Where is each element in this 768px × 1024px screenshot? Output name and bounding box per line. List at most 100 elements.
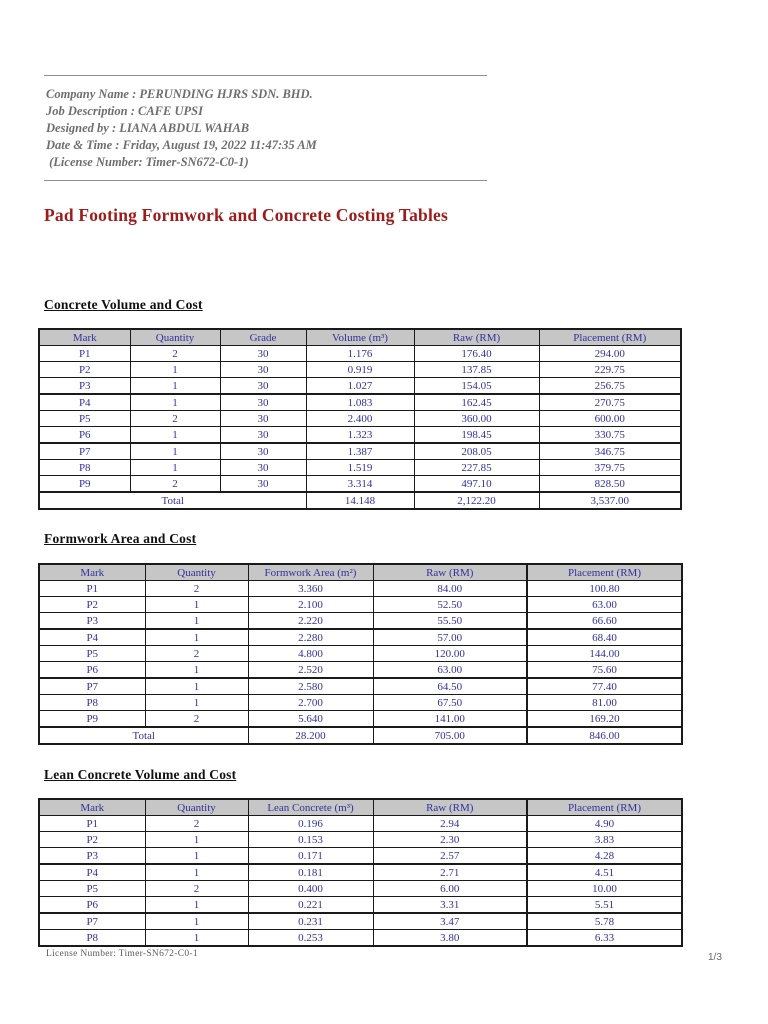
value-cell: 81.00 (526, 694, 683, 711)
value-cell: 294.00 (538, 345, 682, 362)
table-row: P1 2 30 1.176 176.40 294.00 (38, 345, 682, 362)
table-row: P4 1 0.181 2.71 4.51 (38, 863, 683, 881)
table-row: P6 1 0.221 3.31 5.51 (38, 896, 683, 914)
value-cell: 2.100 (247, 596, 374, 613)
mark-cell: P4 (38, 628, 146, 646)
value-cell: 198.45 (413, 426, 540, 444)
mark-cell: P5 (38, 410, 131, 427)
table-row: P3 1 30 1.027 154.05 256.75 (38, 377, 682, 395)
column-header: Quantity (144, 563, 249, 581)
value-cell: 379.75 (538, 459, 682, 476)
mark-cell: P8 (38, 694, 146, 711)
value-cell: 0.196 (247, 815, 374, 832)
value-cell: 1 (129, 426, 221, 444)
value-cell: 600.00 (538, 410, 682, 427)
value-cell: 227.85 (413, 459, 540, 476)
value-cell: 2.520 (247, 661, 374, 679)
mark-cell: P3 (38, 847, 146, 865)
value-cell: 169.20 (526, 710, 683, 728)
value-cell: 1.323 (305, 426, 415, 444)
value-cell: 1 (144, 847, 249, 865)
value-cell: 137.85 (413, 361, 540, 378)
column-header: Raw (RM) (413, 328, 540, 346)
costing-table: Mark Quantity Grade Volume (m³) Raw (RM) Plac… (38, 328, 682, 510)
value-cell: 2.700 (247, 694, 374, 711)
value-cell: 64.50 (372, 677, 528, 695)
value-cell: 2.71 (372, 863, 528, 881)
page-title: Pad Footing Formwork and Concrete Costin… (44, 205, 449, 225)
value-cell: 2.220 (247, 612, 374, 630)
value-cell: 497.10 (413, 475, 540, 493)
section-heading: Concrete Volume and Cost (44, 297, 203, 312)
costing-table: Mark Quantity Lean Concrete (m³) Raw (RM) Pl… (38, 798, 683, 947)
table-row: P9 2 5.640 141.00 169.20 (38, 710, 683, 728)
column-header: Placement (RM) (526, 798, 683, 816)
value-cell: 30 (219, 426, 307, 444)
value-cell: 0.181 (247, 863, 374, 881)
table-row: P8 1 30 1.519 227.85 379.75 (38, 459, 682, 476)
value-cell: 63.00 (372, 661, 528, 679)
value-cell: 256.75 (538, 377, 682, 395)
value-cell: 30 (219, 410, 307, 427)
value-cell: 84.00 (372, 580, 528, 597)
value-cell: 2 (144, 645, 249, 662)
value-cell: 6.00 (372, 880, 528, 897)
table-row: P8 1 2.700 67.50 81.00 (38, 694, 683, 711)
value-cell: 1 (144, 694, 249, 711)
value-cell: 1.519 (305, 459, 415, 476)
value-cell: 1 (129, 393, 221, 411)
column-header: Quantity (144, 798, 249, 816)
value-cell: 4.90 (526, 815, 683, 832)
company-header-line: Job Description : CAFE UPSI (46, 104, 203, 118)
value-cell: 1 (144, 661, 249, 679)
value-cell: 330.75 (538, 426, 682, 444)
header-divider-top (44, 75, 487, 76)
value-cell: 828.50 (538, 475, 682, 493)
total-value-cell: 705.00 (372, 726, 528, 745)
mark-cell: P7 (38, 442, 131, 460)
table-row: P2 1 2.100 52.50 63.00 (38, 596, 683, 613)
value-cell: 2 (144, 815, 249, 832)
mark-cell: P7 (38, 677, 146, 695)
mark-cell: P2 (38, 596, 146, 613)
value-cell: 162.45 (413, 393, 540, 411)
value-cell: 0.171 (247, 847, 374, 865)
value-cell: 2 (144, 710, 249, 728)
mark-cell: P5 (38, 645, 146, 662)
table-total-row: Total 14.148 2,122.20 3,537.00 (38, 491, 682, 510)
total-value-cell: 28.200 (247, 726, 374, 745)
value-cell: 77.40 (526, 677, 683, 695)
column-header: Lean Concrete (m³) (247, 798, 374, 816)
table-row: P7 1 30 1.387 208.05 346.75 (38, 442, 682, 460)
value-cell: 2 (144, 880, 249, 897)
value-cell: 1 (144, 896, 249, 914)
value-cell: 2 (129, 410, 221, 427)
value-cell: 4.51 (526, 863, 683, 881)
table-row: P7 1 2.580 64.50 77.40 (38, 677, 683, 695)
mark-cell: P7 (38, 912, 146, 930)
value-cell: 3.80 (372, 929, 528, 947)
value-cell: 2.57 (372, 847, 528, 865)
table-row: P6 1 2.520 63.00 75.60 (38, 661, 683, 679)
value-cell: 1 (129, 361, 221, 378)
mark-cell: P6 (38, 661, 146, 679)
value-cell: 1 (129, 459, 221, 476)
value-cell: 1.083 (305, 393, 415, 411)
value-cell: 3.31 (372, 896, 528, 914)
value-cell: 1 (144, 912, 249, 930)
company-info-block: Company Name : PERUNDING HJRS SDN. BHD. J… (46, 86, 317, 171)
value-cell: 0.153 (247, 831, 374, 848)
total-label: Total (38, 726, 249, 745)
mark-cell: P6 (38, 896, 146, 914)
value-cell: 176.40 (413, 345, 540, 362)
column-header: Volume (m³) (305, 328, 415, 346)
value-cell: 0.919 (305, 361, 415, 378)
table-row: P5 2 30 2.400 360.00 600.00 (38, 410, 682, 427)
mark-cell: P3 (38, 612, 146, 630)
value-cell: 5.51 (526, 896, 683, 914)
value-cell: 0.253 (247, 929, 374, 947)
value-cell: 1 (144, 831, 249, 848)
value-cell: 2.30 (372, 831, 528, 848)
table-header-row: Mark Quantity Lean Concrete (m³) Raw (RM) Pl… (38, 798, 683, 816)
